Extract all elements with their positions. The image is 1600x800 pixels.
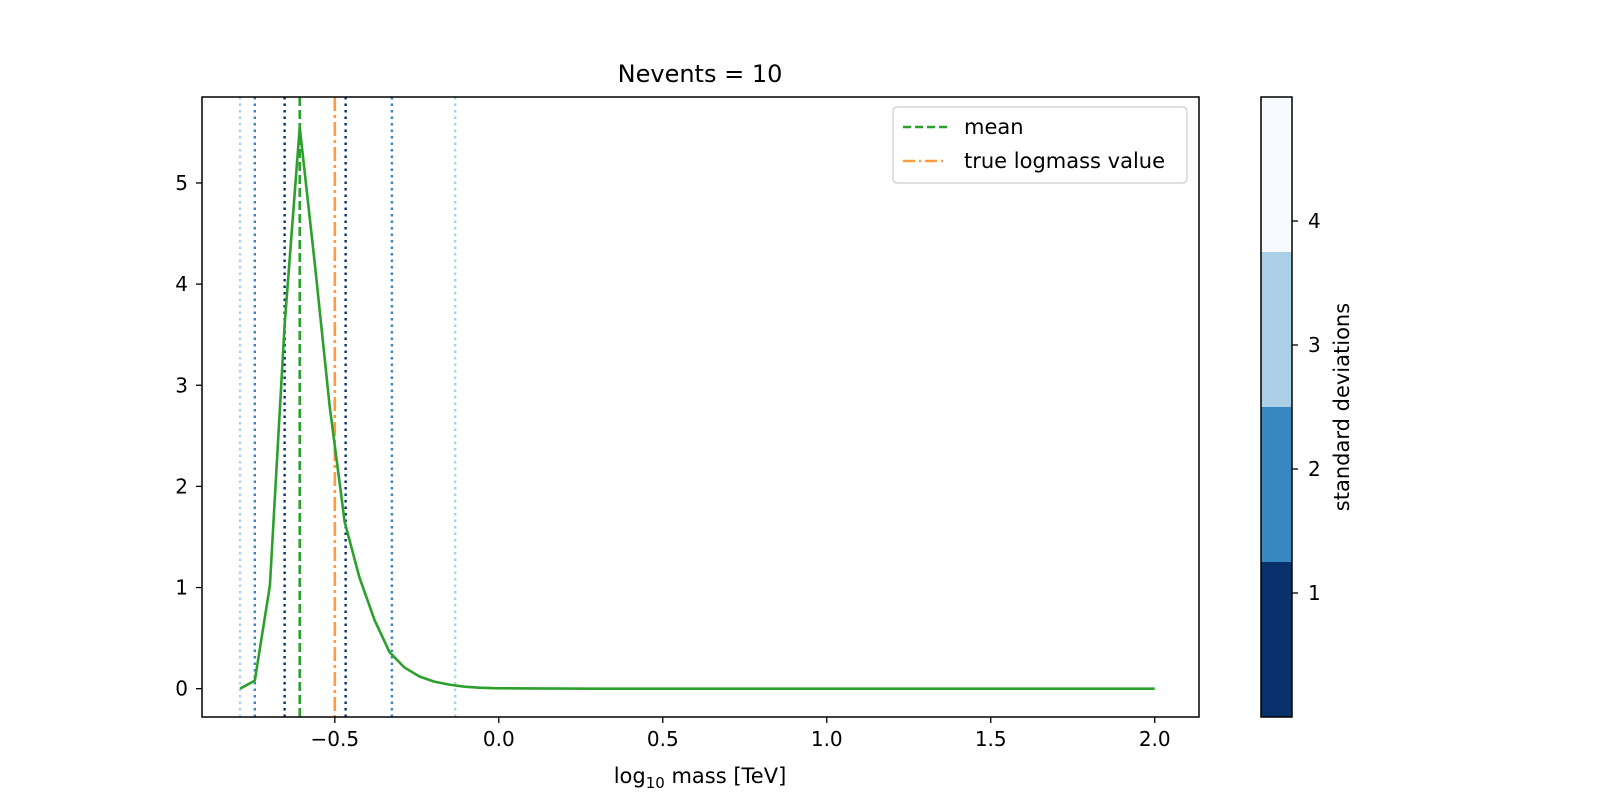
y-tick-label: 2 <box>175 474 188 498</box>
x-tick-label: −0.5 <box>311 727 360 751</box>
colorbar-band-1 <box>1261 562 1292 717</box>
colorbar-frame <box>1260 96 1293 718</box>
distribution-curve <box>239 126 1155 690</box>
plot-frame <box>201 96 1200 718</box>
chart-title: Nevents = 10 <box>618 60 783 88</box>
colorbar-band-3 <box>1261 252 1292 407</box>
x-axis-label-prefix: log <box>614 764 646 788</box>
legend-true-value-label: true logmass value <box>964 149 1165 173</box>
colorbar-tick-label: 1 <box>1308 581 1321 605</box>
y-tick-label: 4 <box>175 272 188 296</box>
x-axis-label: log10 mass [TeV] <box>614 764 787 792</box>
x-axis-label-subscript: 10 <box>646 774 665 792</box>
x-tick-label: 1.5 <box>975 727 1007 751</box>
y-axis: 0 1 2 3 4 5 <box>175 171 202 701</box>
colorbar-band-2 <box>1261 407 1292 562</box>
y-tick-label: 0 <box>175 677 188 701</box>
x-tick-label: 1.0 <box>811 727 843 751</box>
y-tick-label: 1 <box>175 576 188 600</box>
legend: mean true logmass value <box>892 106 1188 184</box>
plot-area <box>238 97 1155 717</box>
y-tick-label: 3 <box>175 373 188 397</box>
legend-box <box>892 106 1188 184</box>
colorbar-band-4 <box>1261 97 1292 252</box>
colorbar-tick-label: 2 <box>1308 457 1321 481</box>
colorbar <box>1260 96 1293 718</box>
colorbar-tick-label: 3 <box>1308 333 1321 357</box>
y-tick-label: 5 <box>175 171 188 195</box>
x-tick-label: 0.5 <box>647 727 679 751</box>
colorbar-tick-label: 4 <box>1308 209 1321 233</box>
x-tick-label: 0.0 <box>483 727 515 751</box>
colorbar-label: standard deviations <box>1330 303 1354 511</box>
colorbar-ticks: 1 2 3 4 <box>1292 209 1321 605</box>
x-tick-label: 2.0 <box>1139 727 1171 751</box>
x-axis: −0.5 0.0 0.5 1.0 1.5 2.0 <box>311 717 1171 751</box>
legend-mean-label: mean <box>964 115 1024 139</box>
x-axis-label-suffix: mass [TeV] <box>665 764 787 788</box>
